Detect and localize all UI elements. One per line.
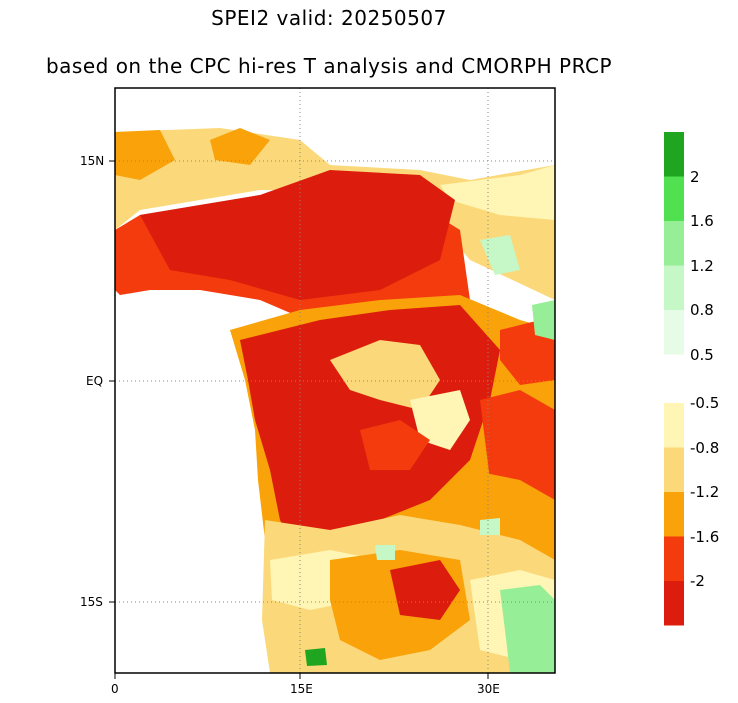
colorbar-box-positive bbox=[664, 176, 684, 221]
colorbar-label: -1.2 bbox=[690, 483, 720, 501]
lat-label-15n: 15N bbox=[80, 154, 105, 168]
lat-label-eq: EQ bbox=[86, 374, 104, 388]
colorbar-label: 0.8 bbox=[690, 301, 714, 319]
colorbar-label: -0.8 bbox=[690, 438, 720, 457]
colorbar-box-negative bbox=[664, 403, 684, 448]
colorbar-label: -2 bbox=[690, 572, 705, 590]
lon-label-15e: 15E bbox=[290, 682, 313, 696]
lon-label-30e: 30E bbox=[477, 682, 500, 696]
colorbar-box-negative bbox=[664, 536, 684, 581]
colorbar-box-top bbox=[664, 132, 684, 177]
colorbar-box-positive bbox=[664, 310, 684, 355]
colorbar-label: 1.2 bbox=[690, 256, 714, 275]
colorbar-label: 1.6 bbox=[690, 212, 714, 230]
colorbar-label: -0.5 bbox=[690, 394, 720, 412]
lat-label-15s: 15S bbox=[80, 595, 103, 609]
colorbar-box-positive bbox=[664, 221, 684, 266]
map-subtitle: based on the CPC hi-res T analysis and C… bbox=[45, 54, 613, 78]
map-title: SPEI2 valid: 20250507 bbox=[211, 6, 447, 30]
lon-label-0: 0 bbox=[111, 682, 119, 696]
colorbar-box-negative bbox=[664, 581, 684, 626]
spei-map-field bbox=[115, 88, 555, 673]
colorbar-box-negative bbox=[664, 447, 684, 492]
colorbar-label: -1.6 bbox=[690, 527, 720, 546]
colorbar-label: 0.5 bbox=[690, 345, 714, 364]
colorbar-label: 2 bbox=[690, 167, 700, 186]
colorbar bbox=[664, 132, 684, 626]
colorbar-box-negative bbox=[664, 492, 684, 537]
graticule bbox=[115, 88, 555, 673]
colorbar-box-positive bbox=[664, 265, 684, 310]
